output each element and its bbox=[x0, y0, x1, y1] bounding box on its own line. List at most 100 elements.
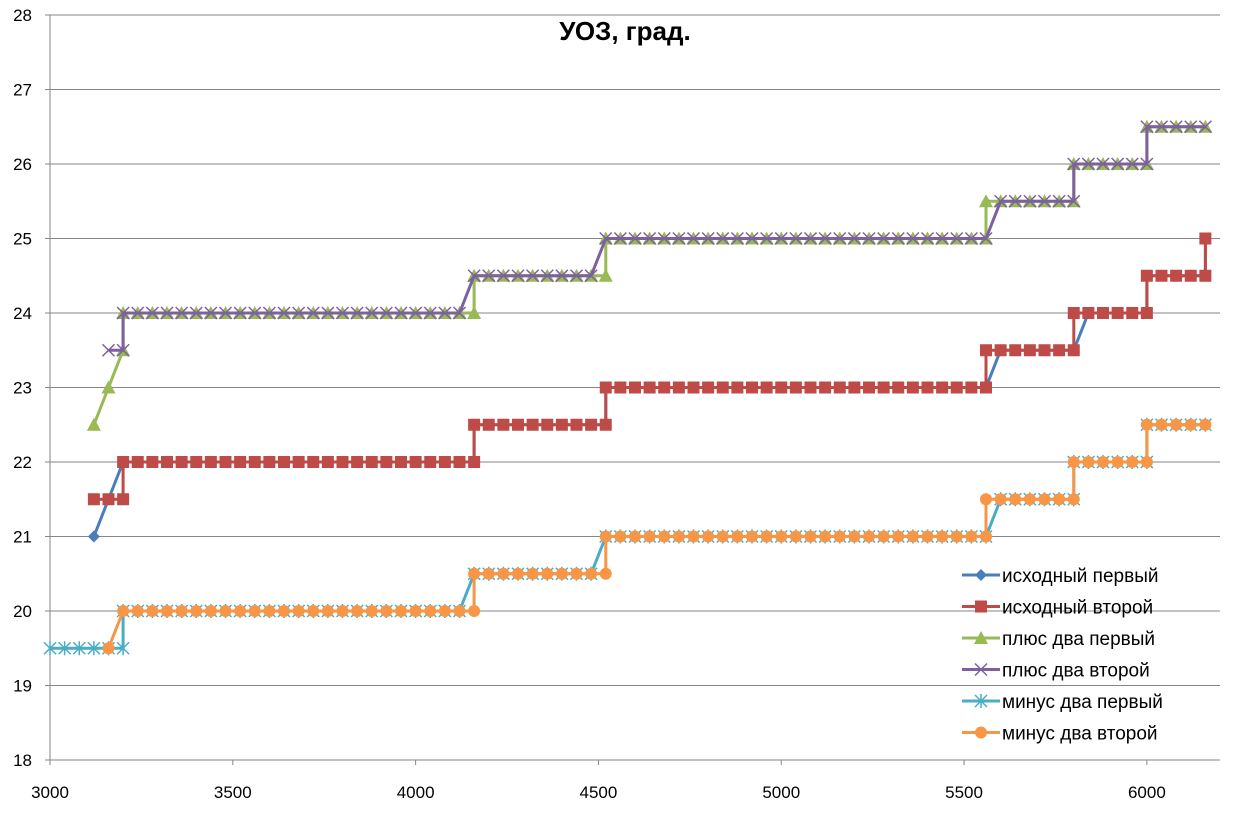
data-point bbox=[716, 530, 729, 543]
data-point bbox=[204, 605, 217, 617]
data-point bbox=[599, 231, 613, 246]
data-point bbox=[365, 605, 378, 617]
data-point bbox=[672, 231, 686, 246]
data-point bbox=[994, 493, 1007, 506]
data-point bbox=[1037, 194, 1052, 208]
data-point bbox=[438, 456, 451, 468]
data-point bbox=[263, 605, 276, 617]
data-point bbox=[892, 530, 905, 543]
data-point bbox=[1009, 344, 1022, 357]
data-point bbox=[526, 567, 539, 580]
data-point bbox=[131, 306, 145, 320]
data-point bbox=[920, 231, 935, 246]
data-point bbox=[1111, 307, 1124, 319]
data-point bbox=[233, 306, 247, 320]
data-point bbox=[43, 641, 57, 656]
x-tick-label: 4000 bbox=[397, 783, 435, 802]
data-point bbox=[394, 306, 408, 320]
data-point bbox=[629, 381, 641, 394]
data-point bbox=[526, 269, 540, 283]
data-point bbox=[512, 418, 524, 431]
data-point bbox=[789, 381, 802, 394]
data-point bbox=[965, 381, 978, 394]
data-point bbox=[365, 306, 379, 320]
data-point bbox=[994, 344, 1007, 357]
data-point bbox=[614, 381, 627, 394]
data-point bbox=[87, 493, 100, 506]
data-point bbox=[555, 418, 568, 431]
legend-item: плюс два второй bbox=[962, 661, 1150, 682]
data-point bbox=[1067, 493, 1080, 506]
y-tick-label: 22 bbox=[13, 453, 32, 472]
data-point bbox=[833, 381, 846, 394]
data-point bbox=[1082, 456, 1095, 468]
data-point bbox=[847, 231, 861, 246]
x-tick-label: 5000 bbox=[762, 783, 800, 802]
data-point bbox=[775, 530, 788, 543]
data-point bbox=[1170, 418, 1183, 431]
data-point bbox=[935, 231, 949, 246]
data-point bbox=[321, 605, 334, 617]
data-point bbox=[891, 231, 905, 246]
data-point bbox=[570, 418, 583, 431]
data-point bbox=[936, 381, 949, 394]
data-point bbox=[395, 605, 407, 617]
data-point bbox=[234, 456, 247, 468]
data-point bbox=[585, 567, 598, 580]
data-point bbox=[1140, 307, 1153, 319]
data-point bbox=[307, 456, 320, 468]
legend-label: минус два первый bbox=[1002, 692, 1163, 713]
data-point bbox=[161, 605, 173, 617]
data-point bbox=[482, 418, 495, 431]
x-tick-label: 6000 bbox=[1128, 783, 1166, 802]
data-point bbox=[1067, 307, 1080, 319]
y-tick-labels: 18 19 20 21 22 23 24 25 26 27 28 bbox=[13, 6, 32, 770]
data-point bbox=[1097, 456, 1109, 468]
legend-item: минус два второй bbox=[962, 724, 1158, 745]
data-point bbox=[278, 456, 290, 468]
data-point bbox=[980, 493, 992, 506]
data-point bbox=[599, 381, 612, 394]
data-point bbox=[482, 567, 495, 580]
data-point bbox=[1199, 232, 1212, 245]
data-point bbox=[974, 631, 988, 644]
data-point bbox=[980, 344, 992, 357]
data-point bbox=[438, 605, 451, 617]
data-point bbox=[804, 530, 817, 543]
data-point bbox=[613, 231, 627, 246]
data-point bbox=[730, 231, 744, 246]
data-point bbox=[745, 231, 759, 246]
data-point bbox=[160, 306, 174, 320]
data-point bbox=[1008, 194, 1022, 208]
data-point bbox=[1170, 269, 1183, 282]
data-point bbox=[848, 530, 861, 543]
data-point bbox=[569, 269, 584, 283]
data-point bbox=[862, 231, 876, 246]
y-tick-label: 25 bbox=[13, 230, 32, 249]
data-point bbox=[175, 605, 188, 617]
data-point bbox=[598, 268, 613, 282]
data-point bbox=[452, 306, 467, 320]
data-point bbox=[1155, 269, 1168, 282]
data-point bbox=[687, 381, 700, 394]
data-point bbox=[117, 493, 130, 506]
data-point bbox=[1184, 269, 1197, 282]
data-point bbox=[702, 381, 715, 394]
data-point bbox=[702, 530, 715, 543]
data-point bbox=[584, 269, 598, 283]
data-point bbox=[116, 641, 130, 656]
data-point bbox=[975, 600, 987, 613]
data-point bbox=[161, 456, 173, 468]
data-point bbox=[974, 662, 988, 677]
data-point bbox=[643, 530, 656, 543]
data-point bbox=[1140, 269, 1153, 282]
data-point bbox=[1053, 493, 1066, 506]
series-4 bbox=[101, 120, 1212, 357]
data-point bbox=[975, 726, 987, 739]
data-point bbox=[424, 456, 437, 468]
data-point bbox=[975, 569, 987, 581]
data-point bbox=[175, 456, 188, 468]
data-point bbox=[526, 418, 539, 431]
data-point bbox=[892, 381, 905, 394]
data-point bbox=[1154, 120, 1169, 134]
